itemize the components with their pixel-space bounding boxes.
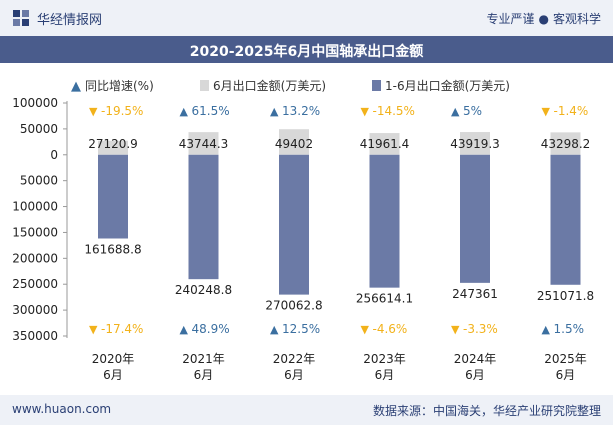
bullet-dot-icon: ● bbox=[538, 12, 549, 26]
cumulative-value-label: 256614.1 bbox=[356, 292, 413, 306]
legend-monthly-label: 6月出口金额(万美元) bbox=[213, 78, 326, 93]
monthly-growth-label: 5% bbox=[463, 104, 482, 118]
monthly-bar bbox=[279, 129, 309, 155]
x-tick-label-line: 2021年 bbox=[182, 352, 225, 366]
x-tick-label-line: 6月 bbox=[284, 368, 304, 382]
tagline: 专业严谨 ● 客观科学 bbox=[486, 10, 601, 27]
footer-bar: www.huaon.com 数据来源：中国海关，华经产业研究院整理 bbox=[0, 395, 613, 425]
tagline-left: 专业严谨 bbox=[486, 12, 535, 26]
legend-cumulative-label: 1-6月出口金额(万美元) bbox=[385, 78, 510, 93]
monthly-growth-label: 13.2% bbox=[282, 104, 320, 118]
site-name: 华经情报网 bbox=[37, 13, 103, 28]
growth-down-arrow-icon: ▼ bbox=[361, 105, 370, 118]
cumulative-bar bbox=[550, 154, 581, 285]
legend-cumulative-swatch bbox=[372, 80, 381, 91]
x-tick-label: 2023年 6月 bbox=[363, 352, 406, 382]
y-tick-label: 100000 bbox=[12, 200, 58, 214]
cumulative-growth-label: 48.9% bbox=[192, 322, 230, 336]
x-tick-label-line: 2022年 bbox=[273, 352, 316, 366]
monthly-bar bbox=[369, 133, 400, 155]
monthly-growth-label: -19.5% bbox=[101, 104, 143, 118]
growth-down-arrow-icon: ▼ bbox=[361, 323, 370, 336]
footer-url: www.huaon.com bbox=[12, 402, 112, 416]
cumulative-growth-label: -4.6% bbox=[373, 322, 408, 336]
growth-up-arrow-icon: ▲ bbox=[270, 323, 279, 336]
cumulative-growth-label: 12.5% bbox=[282, 322, 320, 336]
x-tick-label-line: 6月 bbox=[465, 368, 485, 382]
growth-up-arrow-icon: ▲ bbox=[542, 323, 551, 336]
monthly-growth-label: 61.5% bbox=[192, 104, 230, 118]
x-tick-label-line: 6月 bbox=[194, 368, 214, 382]
monthly-growth-label: -14.5% bbox=[373, 104, 415, 118]
cumulative-bar bbox=[369, 154, 400, 288]
growth-up-arrow-icon: ▲ bbox=[451, 105, 460, 118]
cumulative-value-label: 251071.8 bbox=[537, 289, 594, 303]
y-tick-label: 200000 bbox=[12, 251, 58, 265]
x-tick-label: 2025年 6月 bbox=[544, 352, 587, 382]
cumulative-bar bbox=[279, 154, 309, 295]
x-tick-label-line: 2023年 bbox=[363, 352, 406, 366]
cumulative-value-label: 161688.8 bbox=[84, 242, 141, 256]
legend-monthly-swatch bbox=[200, 80, 209, 91]
title-bar: 2020-2025年6月中国轴承出口金额 bbox=[0, 36, 613, 63]
monthly-growth-label: -1.4% bbox=[554, 104, 589, 118]
x-tick-label-line: 2024年 bbox=[454, 352, 497, 366]
x-tick-label: 2021年 6月 bbox=[182, 352, 225, 382]
cumulative-growth-label: -3.3% bbox=[463, 322, 498, 336]
y-tick-label: 50000 bbox=[20, 174, 58, 188]
chart-title: 2020-2025年6月中国轴承出口金额 bbox=[189, 44, 424, 60]
monthly-bar bbox=[188, 132, 219, 155]
growth-down-arrow-icon: ▼ bbox=[542, 105, 551, 118]
growth-down-arrow-icon: ▼ bbox=[89, 323, 98, 336]
y-tick-label: 150000 bbox=[12, 225, 58, 239]
tagline-right: 客观科学 bbox=[552, 12, 601, 26]
cumulative-bar bbox=[188, 154, 219, 280]
x-tick-label: 2022年 6月 bbox=[273, 352, 316, 382]
legend-up-arrow-icon: ▲ bbox=[71, 79, 81, 94]
header-bar: 华经情报网 专业严谨 ● 客观科学 bbox=[0, 0, 613, 36]
cumulative-bar bbox=[460, 154, 490, 283]
x-tick-label: 2020年 6月 bbox=[92, 352, 135, 382]
bar-chart: ▲ 同比增速(%) 6月出口金额(万美元) 1-6月出口金额(万美元) 100000 50… bbox=[12, 78, 594, 382]
x-tick-label-line: 6月 bbox=[556, 368, 576, 382]
x-tick-label-line: 6月 bbox=[103, 368, 123, 382]
y-tick-label: 50000 bbox=[20, 122, 58, 136]
cumulative-growth-label: -17.4% bbox=[101, 322, 143, 336]
cumulative-bar bbox=[98, 154, 128, 239]
y-tick-label: 100000 bbox=[12, 96, 58, 110]
huajing-logo-icon bbox=[13, 10, 29, 26]
growth-up-arrow-icon: ▲ bbox=[180, 323, 189, 336]
y-tick-label: 0 bbox=[50, 148, 58, 162]
monthly-value-label: 43744.3 bbox=[179, 137, 229, 151]
cumulative-value-label: 270062.8 bbox=[265, 299, 322, 313]
monthly-bar bbox=[460, 132, 490, 155]
monthly-bar bbox=[98, 140, 128, 155]
x-tick-label: 2024年 6月 bbox=[454, 352, 497, 382]
x-tick-label-line: 6月 bbox=[375, 368, 395, 382]
monthly-bar bbox=[550, 132, 581, 155]
monthly-value-label: 41961.4 bbox=[360, 137, 410, 151]
x-tick-label-line: 2020年 bbox=[92, 352, 135, 366]
legend-growth-label: 同比增速(%) bbox=[85, 79, 154, 93]
cumulative-value-label: 240248.8 bbox=[175, 283, 232, 297]
monthly-value-label: 49402 bbox=[275, 137, 313, 151]
growth-up-arrow-icon: ▲ bbox=[180, 105, 189, 118]
y-tick-label: 350000 bbox=[12, 329, 58, 343]
growth-down-arrow-icon: ▼ bbox=[89, 105, 98, 118]
y-tick-label: 250000 bbox=[12, 277, 58, 291]
monthly-value-label: 43298.2 bbox=[541, 137, 591, 151]
x-tick-label-line: 2025年 bbox=[544, 352, 587, 366]
monthly-value-label: 43919.3 bbox=[450, 137, 500, 151]
monthly-value-label: 27120.9 bbox=[88, 137, 138, 151]
growth-down-arrow-icon: ▼ bbox=[451, 323, 460, 336]
growth-up-arrow-icon: ▲ bbox=[270, 105, 279, 118]
footer-source: 数据来源：中国海关，华经产业研究院整理 bbox=[372, 404, 601, 418]
cumulative-value-label: 247361 bbox=[452, 287, 498, 301]
y-tick-label: 300000 bbox=[12, 303, 58, 317]
cumulative-growth-label: 1.5% bbox=[554, 322, 585, 336]
